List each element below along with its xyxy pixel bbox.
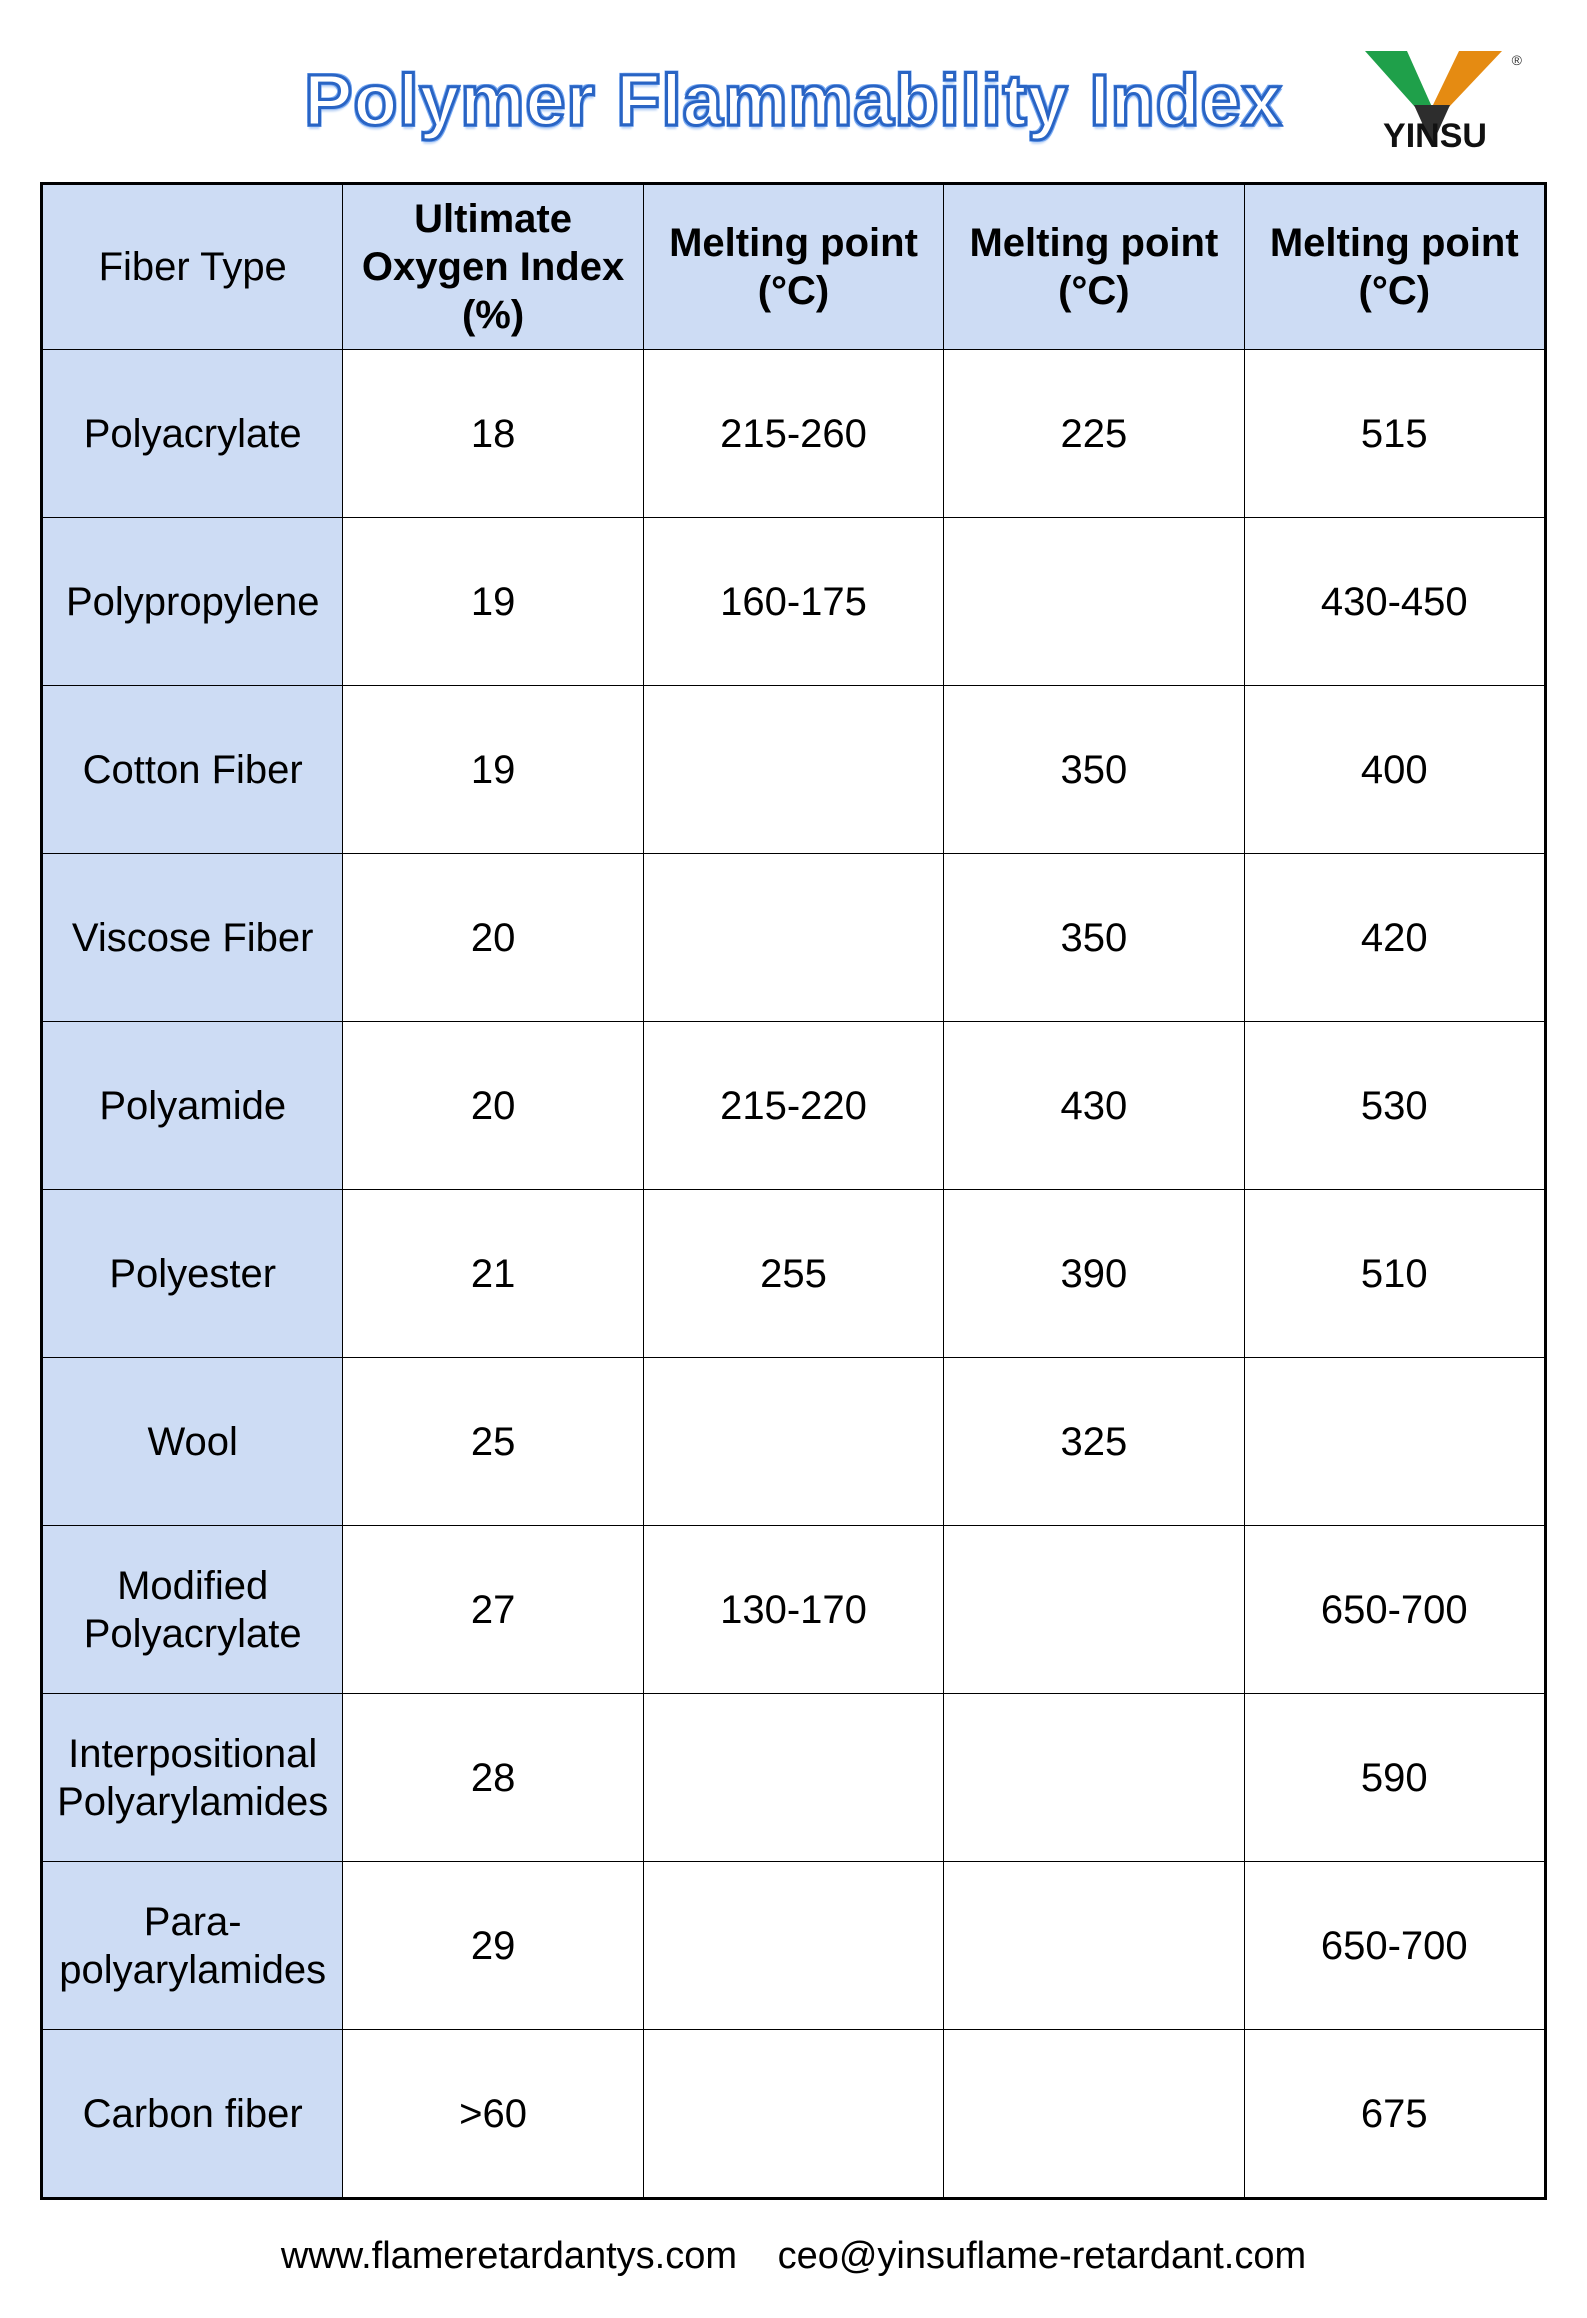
cell-value: 515	[1244, 350, 1544, 518]
cell-value: 21	[343, 1190, 643, 1358]
cell-value: 590	[1244, 1694, 1544, 1862]
cell-value: 29	[343, 1862, 643, 2030]
cell-value	[944, 1526, 1244, 1694]
footer-url: www.flameretardantys.com	[281, 2235, 737, 2277]
cell-value	[643, 1862, 943, 2030]
cell-value	[1244, 1358, 1544, 1526]
cell-value: 530	[1244, 1022, 1544, 1190]
cell-fiber-type: Polyacrylate	[43, 350, 343, 518]
cell-value	[643, 1358, 943, 1526]
table-row: Interpositional Polyarylamides 28 590	[43, 1694, 1545, 1862]
cell-value: 20	[343, 1022, 643, 1190]
table-row: Para-polyarylamides 29 650-700	[43, 1862, 1545, 2030]
cell-value: 350	[944, 686, 1244, 854]
cell-value: 25	[343, 1358, 643, 1526]
table-row: Cotton Fiber 19 350 400	[43, 686, 1545, 854]
cell-value: 325	[944, 1358, 1244, 1526]
cell-value: 18	[343, 350, 643, 518]
registered-icon: ®	[1512, 52, 1523, 68]
cell-fiber-type: Para-polyarylamides	[43, 1862, 343, 2030]
cell-value	[643, 2030, 943, 2198]
cell-value: 350	[944, 854, 1244, 1022]
cell-fiber-type: Carbon fiber	[43, 2030, 343, 2198]
cell-value: 19	[343, 686, 643, 854]
flammability-table: Fiber Type Ultimate Oxygen Index (%) Mel…	[42, 184, 1545, 2198]
brand-name: YINSU	[1383, 117, 1487, 155]
cell-fiber-type: Polypropylene	[43, 518, 343, 686]
cell-value	[643, 1694, 943, 1862]
table-row: Polyacrylate 18 215-260 225 515	[43, 350, 1545, 518]
cell-value: 130-170	[643, 1526, 943, 1694]
cell-value: 27	[343, 1526, 643, 1694]
cell-value: 20	[343, 854, 643, 1022]
page-footer: www.flameretardantys.com ceo@yinsuflame-…	[40, 2235, 1547, 2278]
table-row: Modified Polyacrylate 27 130-170 650-700	[43, 1526, 1545, 1694]
cell-value: 215-220	[643, 1022, 943, 1190]
cell-value: 650-700	[1244, 1526, 1544, 1694]
cell-fiber-type: Modified Polyacrylate	[43, 1526, 343, 1694]
table-header-row: Fiber Type Ultimate Oxygen Index (%) Mel…	[43, 185, 1545, 350]
cell-value: 390	[944, 1190, 1244, 1358]
cell-value: 19	[343, 518, 643, 686]
cell-value: 225	[944, 350, 1244, 518]
cell-value	[944, 1862, 1244, 2030]
cell-fiber-type: Polyamide	[43, 1022, 343, 1190]
cell-value: 215-260	[643, 350, 943, 518]
cell-value: 430	[944, 1022, 1244, 1190]
cell-value: 675	[1244, 2030, 1544, 2198]
cell-value: 160-175	[643, 518, 943, 686]
page-title: Polymer Flammability Index	[304, 60, 1282, 142]
cell-value: 28	[343, 1694, 643, 1862]
cell-value	[944, 2030, 1244, 2198]
cell-value	[643, 686, 943, 854]
cell-value: 430-450	[1244, 518, 1544, 686]
col-header-melting-3: Melting point (°C)	[1244, 185, 1544, 350]
col-header-melting-1: Melting point (°C)	[643, 185, 943, 350]
table-row: Polyamide 20 215-220 430 530	[43, 1022, 1545, 1190]
data-table-container: Fiber Type Ultimate Oxygen Index (%) Mel…	[40, 182, 1547, 2200]
cell-value	[944, 1694, 1244, 1862]
cell-fiber-type: Wool	[43, 1358, 343, 1526]
cell-value: 400	[1244, 686, 1544, 854]
cell-value	[944, 518, 1244, 686]
table-row: Wool 25 325	[43, 1358, 1545, 1526]
page-header: Polymer Flammability Index ® YINSU	[40, 60, 1547, 142]
table-row: Carbon fiber >60 675	[43, 2030, 1545, 2198]
cell-fiber-type: Polyester	[43, 1190, 343, 1358]
table-row: Polypropylene 19 160-175 430-450	[43, 518, 1545, 686]
col-header-fiber-type: Fiber Type	[43, 185, 343, 350]
cell-fiber-type: Interpositional Polyarylamides	[43, 1694, 343, 1862]
col-header-melting-2: Melting point (°C)	[944, 185, 1244, 350]
cell-fiber-type: Cotton Fiber	[43, 686, 343, 854]
table-row: Viscose Fiber 20 350 420	[43, 854, 1545, 1022]
cell-value	[643, 854, 943, 1022]
cell-value: 255	[643, 1190, 943, 1358]
table-row: Polyester 21 255 390 510	[43, 1190, 1545, 1358]
cell-value: 510	[1244, 1190, 1544, 1358]
cell-value: >60	[343, 2030, 643, 2198]
cell-value: 650-700	[1244, 1862, 1544, 2030]
col-header-oxygen-index: Ultimate Oxygen Index (%)	[343, 185, 643, 350]
cell-value: 420	[1244, 854, 1544, 1022]
footer-email: ceo@yinsuflame-retardant.com	[778, 2235, 1307, 2277]
brand-logo: ® YINSU	[1347, 45, 1527, 155]
cell-fiber-type: Viscose Fiber	[43, 854, 343, 1022]
